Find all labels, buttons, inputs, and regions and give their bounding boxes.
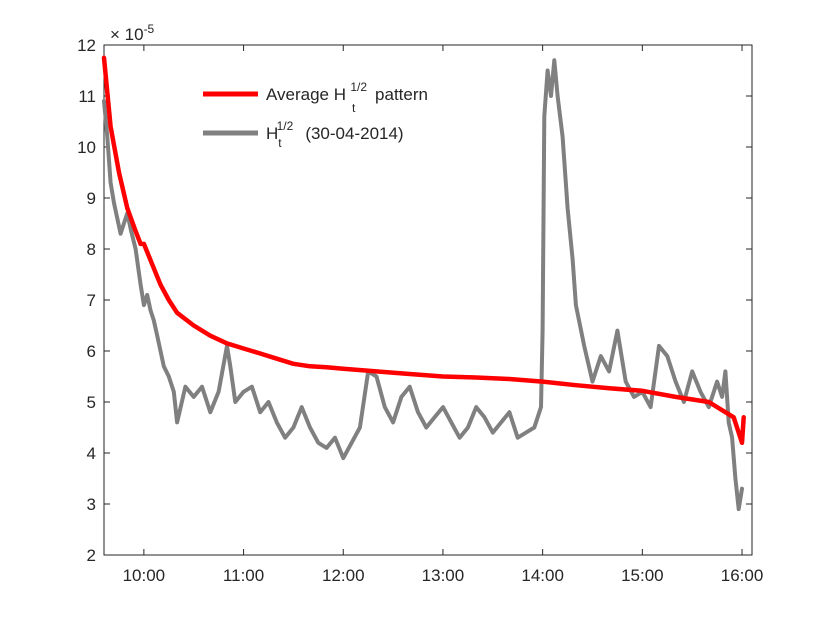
- y-tick-label: 4: [87, 444, 96, 463]
- x-tick-label: 13:00: [422, 566, 465, 585]
- plot-area: [103, 44, 753, 556]
- y-tick-label: 9: [87, 189, 96, 208]
- y-tick-label: 10: [77, 138, 96, 157]
- legend: Average Ht1/2 pattern Ht1/2 (30-04-2014): [203, 80, 428, 150]
- series-line-average: [101, 55, 746, 446]
- series-layer: [101, 55, 746, 512]
- y-axis: 2 3 4 5 6 7 8 9 10 11 12: [77, 36, 752, 565]
- y-tick-label: 5: [87, 393, 96, 412]
- y-multiplier-base: × 10: [110, 25, 144, 44]
- y-multiplier-exponent: -5: [144, 22, 155, 36]
- y-tick-label: 6: [87, 342, 96, 361]
- y-tick-label: 12: [77, 36, 96, 55]
- y-tick-label: 11: [78, 87, 96, 106]
- series-line-daily: [102, 58, 744, 512]
- y-tick-label: 3: [87, 495, 96, 514]
- y-tick-label: 7: [87, 291, 96, 310]
- plot-frame: [103, 44, 753, 556]
- x-tick-label: 12:00: [322, 566, 365, 585]
- y-tick-label: 2: [87, 546, 96, 565]
- x-tick-label: 10:00: [123, 566, 166, 585]
- x-tick-label: 14:00: [521, 566, 564, 585]
- y-axis-multiplier: × 10-5: [110, 22, 155, 44]
- legend-label-daily: Ht1/2 (30-04-2014): [266, 119, 404, 150]
- x-axis: 10:00 11:00 12:00 13:00 14:00 15:00 16:00: [123, 45, 764, 585]
- x-tick-label: 15:00: [621, 566, 664, 585]
- x-tick-label: 11:00: [223, 566, 264, 585]
- x-tick-label: 16:00: [721, 566, 764, 585]
- legend-label-average: Average Ht1/2 pattern: [266, 80, 428, 115]
- y-tick-label: 8: [87, 240, 96, 259]
